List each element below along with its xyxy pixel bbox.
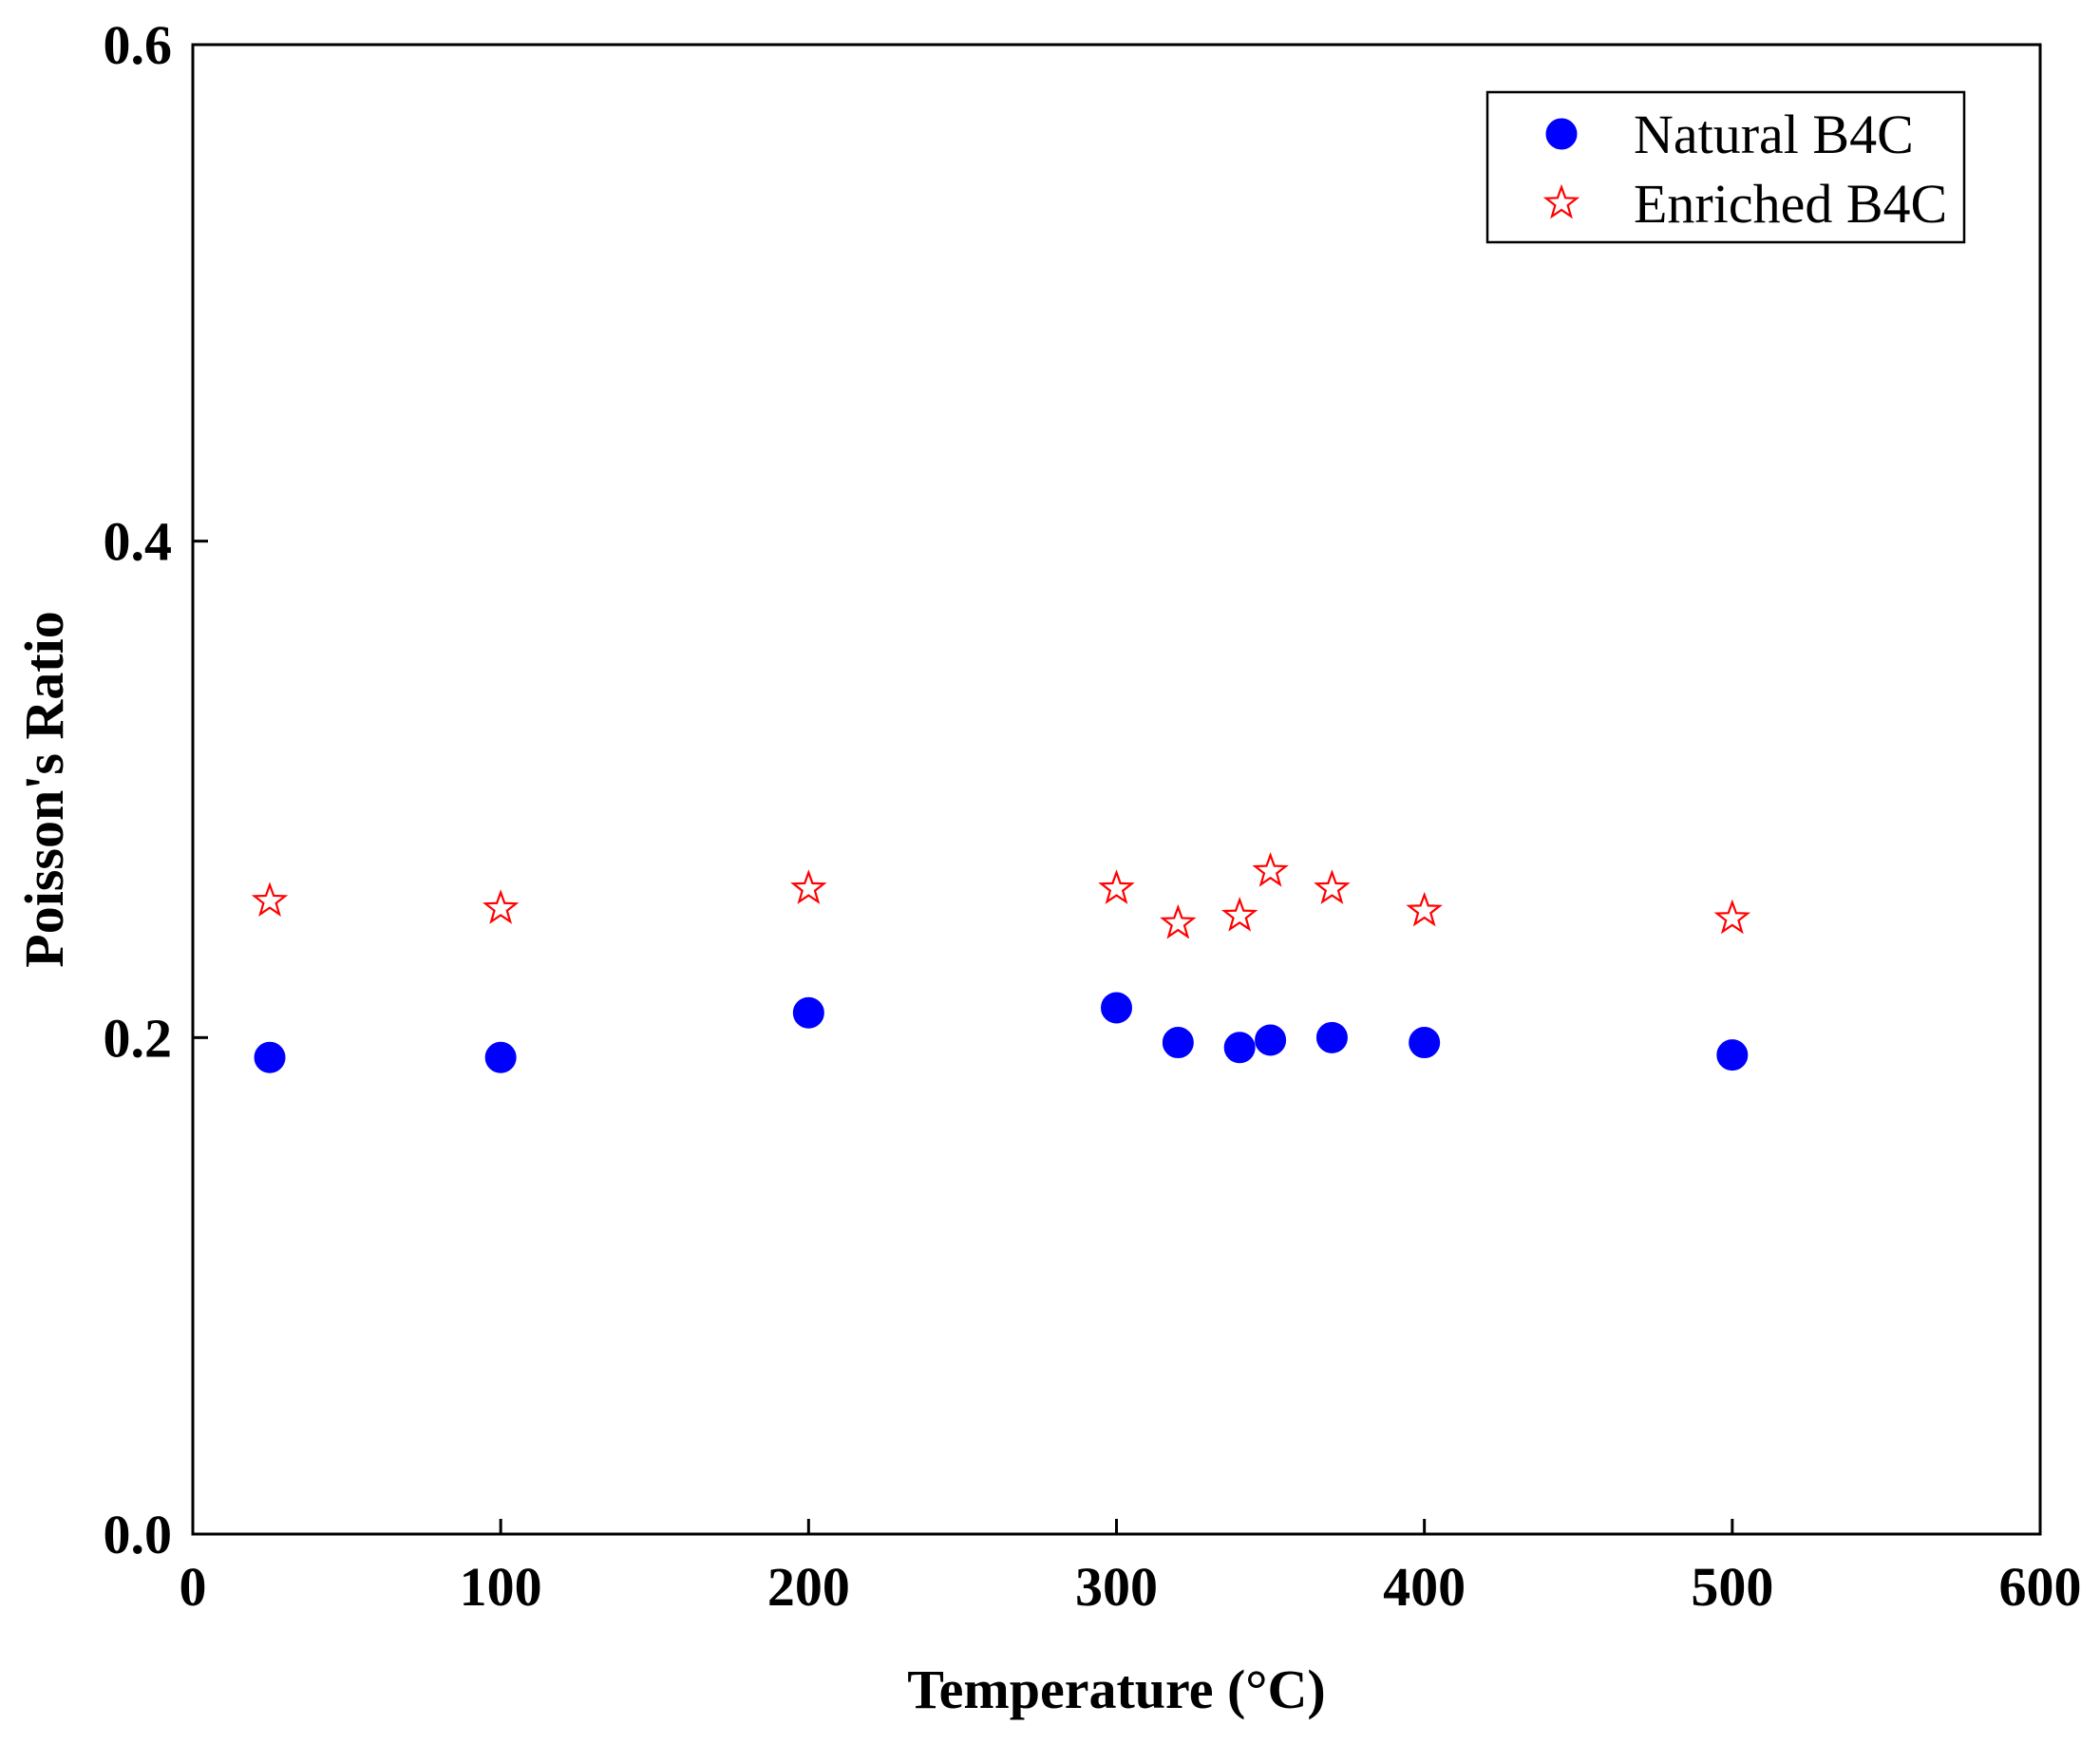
data-point-natural-b4c (1255, 1024, 1287, 1056)
x-axis-ticks: 0 100 200 300 400 500 600 (180, 1519, 2082, 1618)
series-enriched-b4c (251, 852, 1751, 939)
data-point-natural-b4c (1409, 1027, 1441, 1059)
legend-label-natural-b4c: Natural B4C (1634, 104, 1914, 165)
data-point-natural-b4c (484, 1041, 517, 1073)
data-point-enriched-b4c (1220, 897, 1258, 932)
data-point-enriched-b4c (1314, 869, 1351, 904)
x-tick-label: 200 (767, 1556, 850, 1618)
data-point-enriched-b4c (1160, 903, 1197, 939)
x-axis-title: Temperature (°C) (907, 1659, 1325, 1720)
data-point-natural-b4c (1716, 1039, 1749, 1071)
x-tick-label: 300 (1075, 1556, 1158, 1618)
legend-label-enriched-b4c: Enriched B4C (1634, 173, 1947, 235)
y-tick-label: 0.6 (104, 14, 173, 76)
legend-marker-symbol (1542, 183, 1580, 219)
x-tick-label: 600 (1999, 1556, 2082, 1618)
y-axis-title: Poisson's Ratio (13, 611, 75, 967)
data-point-enriched-b4c (482, 889, 520, 924)
y-tick-label: 0.4 (104, 511, 173, 573)
data-point-natural-b4c (254, 1041, 286, 1073)
data-points (251, 852, 1751, 1073)
data-point-enriched-b4c (790, 869, 827, 904)
data-point-natural-b4c (1162, 1027, 1194, 1059)
data-point-enriched-b4c (1713, 899, 1751, 935)
data-point-enriched-b4c (251, 881, 289, 917)
x-tick-label: 100 (460, 1556, 542, 1618)
y-tick-label: 0.0 (104, 1504, 173, 1565)
data-point-enriched-b4c (1098, 869, 1135, 904)
legend-box (1485, 90, 1966, 244)
data-point-natural-b4c (1315, 1021, 1348, 1053)
legend-marker-natural-b4c (1545, 118, 1578, 150)
legend-marker-enriched-b4c (1542, 183, 1580, 219)
data-point-enriched-b4c (1406, 891, 1443, 927)
data-point-natural-b4c (1223, 1032, 1256, 1064)
data-point-natural-b4c (792, 996, 824, 1029)
x-tick-label: 0 (180, 1556, 207, 1618)
legend-marker-symbol (1545, 118, 1578, 150)
legend: Natural B4C Enriched B4C (1485, 90, 1966, 244)
data-point-enriched-b4c (1252, 852, 1289, 887)
x-tick-label: 500 (1691, 1556, 1773, 1618)
data-point-natural-b4c (1101, 992, 1132, 1024)
series-natural-b4c (254, 992, 1749, 1073)
y-axis-ticks: 0.0 0.2 0.4 0.6 (104, 14, 208, 1565)
x-tick-label: 400 (1383, 1556, 1466, 1618)
y-tick-label: 0.2 (104, 1007, 173, 1069)
